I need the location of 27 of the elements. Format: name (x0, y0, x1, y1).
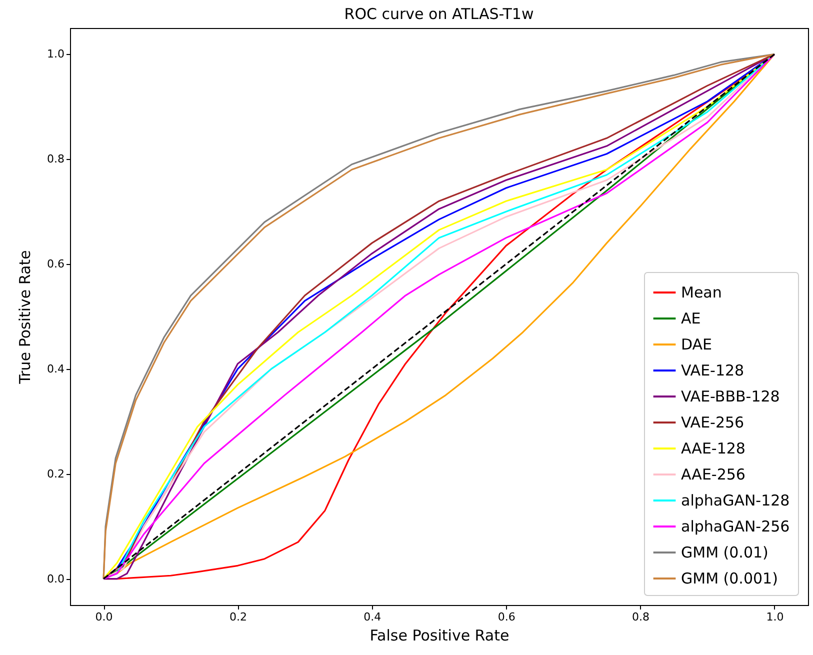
y-tick-label: 1.0 (47, 48, 64, 61)
legend-label: GMM (0.01) (681, 544, 768, 562)
legend-label: Mean (681, 284, 722, 302)
y-tick-label: 0.4 (47, 362, 64, 376)
legend-label: VAE-256 (681, 414, 744, 432)
y-tick-label: 0.8 (47, 152, 64, 166)
x-tick-label: 0.0 (95, 610, 113, 624)
y-tick-label: 0.2 (47, 467, 64, 480)
legend-label: alphaGAN-128 (681, 492, 790, 510)
y-tick-label: 0.6 (47, 258, 64, 271)
chart-title: ROC curve on ATLAS-T1w (344, 5, 534, 23)
y-tick-label: 0.0 (47, 572, 64, 586)
x-tick-label: 1.0 (766, 610, 784, 624)
legend-label: alphaGAN-256 (681, 518, 790, 536)
legend-label: VAE-BBB-128 (681, 388, 780, 406)
legend-label: AE (681, 310, 701, 328)
x-tick-label: 0.8 (632, 610, 650, 624)
x-tick-label: 0.6 (498, 610, 516, 624)
legend-label: AAE-256 (681, 466, 746, 484)
x-tick-label: 0.4 (364, 610, 382, 624)
legend-label: VAE-128 (681, 362, 744, 380)
x-tick-label: 0.2 (229, 610, 247, 624)
legend-label: GMM (0.001) (681, 570, 778, 588)
x-axis-title: False Positive Rate (370, 626, 510, 644)
y-axis-title: True Positive Rate (16, 250, 34, 385)
legend-label: DAE (681, 336, 712, 354)
legend-label: AAE-128 (681, 440, 746, 458)
